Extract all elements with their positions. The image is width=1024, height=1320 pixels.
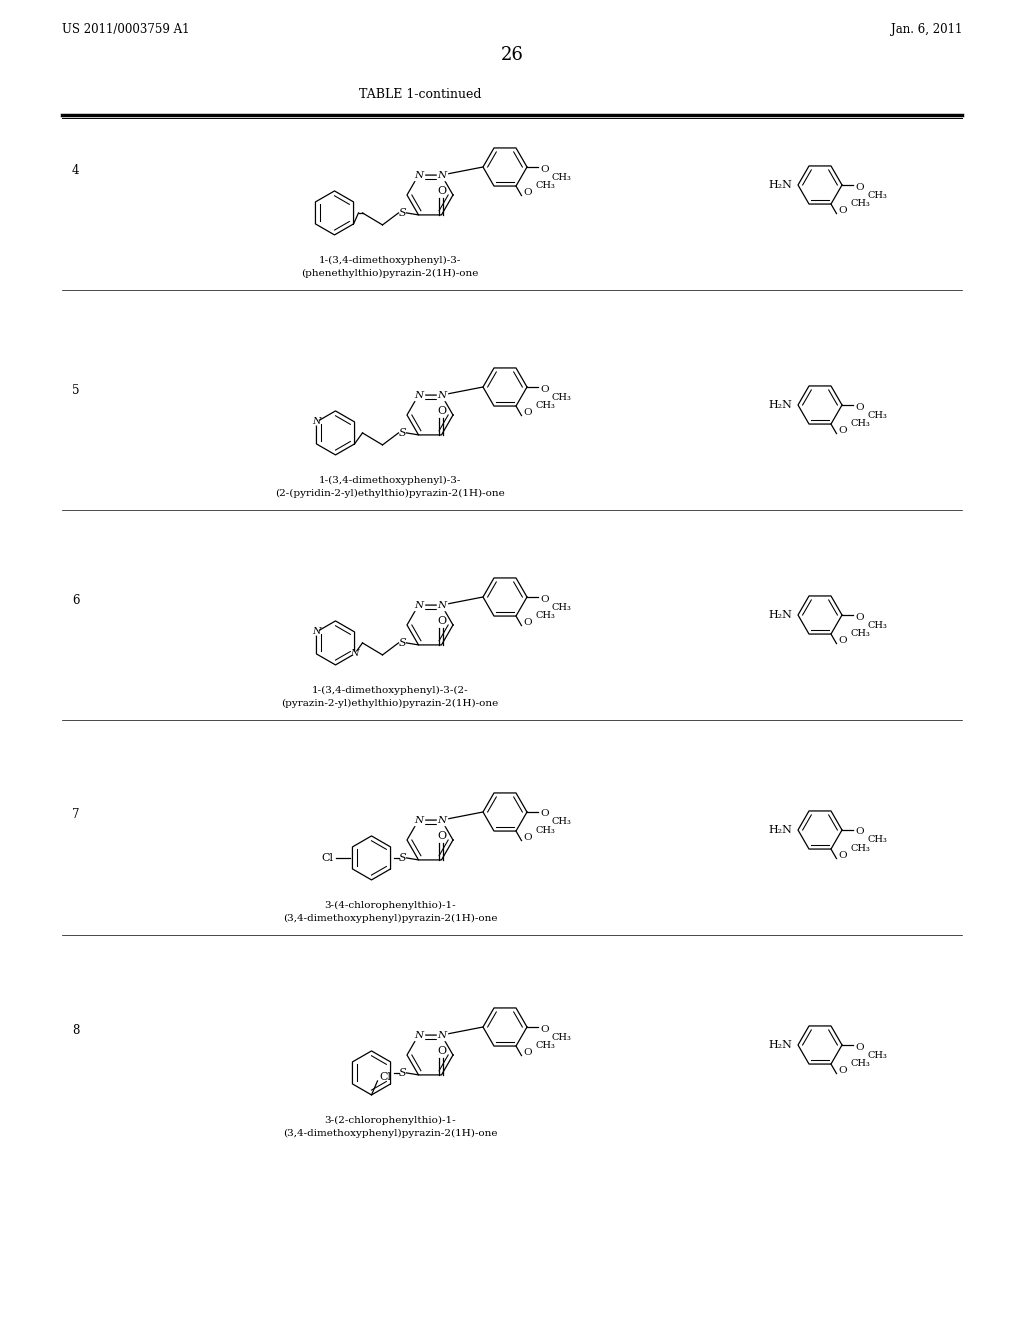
Text: O: O bbox=[523, 618, 532, 627]
Text: CH₃: CH₃ bbox=[851, 199, 870, 209]
Text: O: O bbox=[839, 206, 847, 215]
Text: 1-(3,4-dimethoxyphenyl)-3-(2-: 1-(3,4-dimethoxyphenyl)-3-(2- bbox=[311, 685, 468, 694]
Text: S: S bbox=[398, 853, 407, 863]
Text: O: O bbox=[437, 616, 446, 626]
Text: O: O bbox=[523, 187, 532, 197]
Text: 5: 5 bbox=[72, 384, 80, 396]
Text: CH₃: CH₃ bbox=[867, 1051, 887, 1060]
Text: (2-(pyridin-2-yl)ethylthio)pyrazin-2(1H)-one: (2-(pyridin-2-yl)ethylthio)pyrazin-2(1H)… bbox=[275, 488, 505, 498]
Text: CH₃: CH₃ bbox=[851, 630, 870, 638]
Text: N: N bbox=[437, 601, 446, 610]
Text: CH₃: CH₃ bbox=[851, 843, 870, 853]
Text: Jan. 6, 2011: Jan. 6, 2011 bbox=[891, 24, 962, 37]
Text: O: O bbox=[839, 1067, 847, 1074]
Text: O: O bbox=[437, 186, 446, 195]
Text: O: O bbox=[855, 1043, 863, 1052]
Text: O: O bbox=[540, 165, 549, 173]
Text: N: N bbox=[414, 391, 423, 400]
Text: TABLE 1-continued: TABLE 1-continued bbox=[358, 88, 481, 102]
Text: 4: 4 bbox=[72, 164, 80, 177]
Text: N: N bbox=[414, 1031, 423, 1040]
Text: US 2011/0003759 A1: US 2011/0003759 A1 bbox=[62, 24, 189, 37]
Text: H₂N: H₂N bbox=[768, 825, 792, 836]
Text: CH₃: CH₃ bbox=[536, 826, 555, 836]
Text: 26: 26 bbox=[501, 46, 523, 63]
Text: CH₃: CH₃ bbox=[867, 190, 887, 199]
Text: 3-(4-chlorophenylthio)-1-: 3-(4-chlorophenylthio)-1- bbox=[325, 900, 456, 909]
Text: 8: 8 bbox=[72, 1023, 80, 1036]
Text: O: O bbox=[540, 594, 549, 603]
Text: O: O bbox=[523, 833, 532, 842]
Text: N: N bbox=[437, 816, 446, 825]
Text: S: S bbox=[398, 209, 407, 218]
Text: CH₃: CH₃ bbox=[867, 620, 887, 630]
Text: O: O bbox=[839, 636, 847, 645]
Text: 3-(2-chlorophenylthio)-1-: 3-(2-chlorophenylthio)-1- bbox=[325, 1115, 456, 1125]
Text: CH₃: CH₃ bbox=[536, 611, 555, 620]
Text: CH₃: CH₃ bbox=[552, 817, 571, 826]
Text: O: O bbox=[437, 830, 446, 841]
Text: O: O bbox=[839, 426, 847, 436]
Text: CH₃: CH₃ bbox=[552, 392, 571, 401]
Text: (phenethylthio)pyrazin-2(1H)-one: (phenethylthio)pyrazin-2(1H)-one bbox=[301, 268, 478, 277]
Text: (3,4-dimethoxyphenyl)pyrazin-2(1H)-one: (3,4-dimethoxyphenyl)pyrazin-2(1H)-one bbox=[283, 913, 498, 923]
Text: N: N bbox=[437, 170, 446, 180]
Text: O: O bbox=[855, 828, 863, 837]
Text: CH₃: CH₃ bbox=[536, 401, 555, 411]
Text: CH₃: CH₃ bbox=[552, 1032, 571, 1041]
Text: CH₃: CH₃ bbox=[552, 602, 571, 611]
Text: CH₃: CH₃ bbox=[536, 181, 555, 190]
Text: Cl: Cl bbox=[380, 1072, 391, 1082]
Text: O: O bbox=[855, 612, 863, 622]
Text: H₂N: H₂N bbox=[768, 400, 792, 411]
Text: H₂N: H₂N bbox=[768, 1040, 792, 1049]
Text: N: N bbox=[437, 391, 446, 400]
Text: O: O bbox=[540, 384, 549, 393]
Text: CH₃: CH₃ bbox=[552, 173, 571, 181]
Text: N: N bbox=[414, 601, 423, 610]
Text: O: O bbox=[523, 408, 532, 417]
Text: H₂N: H₂N bbox=[768, 610, 792, 620]
Text: CH₃: CH₃ bbox=[536, 1041, 555, 1051]
Text: 6: 6 bbox=[72, 594, 80, 606]
Text: O: O bbox=[839, 851, 847, 861]
Text: CH₃: CH₃ bbox=[851, 418, 870, 428]
Text: O: O bbox=[437, 1045, 446, 1056]
Text: N: N bbox=[414, 816, 423, 825]
Text: 7: 7 bbox=[72, 808, 80, 821]
Text: N: N bbox=[312, 627, 321, 636]
Text: O: O bbox=[855, 403, 863, 412]
Text: Cl: Cl bbox=[322, 853, 334, 863]
Text: 1-(3,4-dimethoxyphenyl)-3-: 1-(3,4-dimethoxyphenyl)-3- bbox=[318, 256, 461, 264]
Text: N: N bbox=[437, 1031, 446, 1040]
Text: (3,4-dimethoxyphenyl)pyrazin-2(1H)-one: (3,4-dimethoxyphenyl)pyrazin-2(1H)-one bbox=[283, 1129, 498, 1138]
Text: S: S bbox=[398, 428, 407, 438]
Text: O: O bbox=[540, 809, 549, 818]
Text: O: O bbox=[855, 182, 863, 191]
Text: H₂N: H₂N bbox=[768, 180, 792, 190]
Text: S: S bbox=[398, 638, 407, 648]
Text: S: S bbox=[398, 1068, 407, 1078]
Text: CH₃: CH₃ bbox=[867, 411, 887, 420]
Text: N: N bbox=[312, 417, 321, 426]
Text: (pyrazin-2-yl)ethylthio)pyrazin-2(1H)-one: (pyrazin-2-yl)ethylthio)pyrazin-2(1H)-on… bbox=[282, 698, 499, 708]
Text: N: N bbox=[350, 649, 358, 659]
Text: O: O bbox=[437, 407, 446, 416]
Text: CH₃: CH₃ bbox=[851, 1059, 870, 1068]
Text: O: O bbox=[540, 1024, 549, 1034]
Text: CH₃: CH₃ bbox=[867, 836, 887, 845]
Text: 1-(3,4-dimethoxyphenyl)-3-: 1-(3,4-dimethoxyphenyl)-3- bbox=[318, 475, 461, 484]
Text: O: O bbox=[523, 1048, 532, 1057]
Text: N: N bbox=[414, 170, 423, 180]
